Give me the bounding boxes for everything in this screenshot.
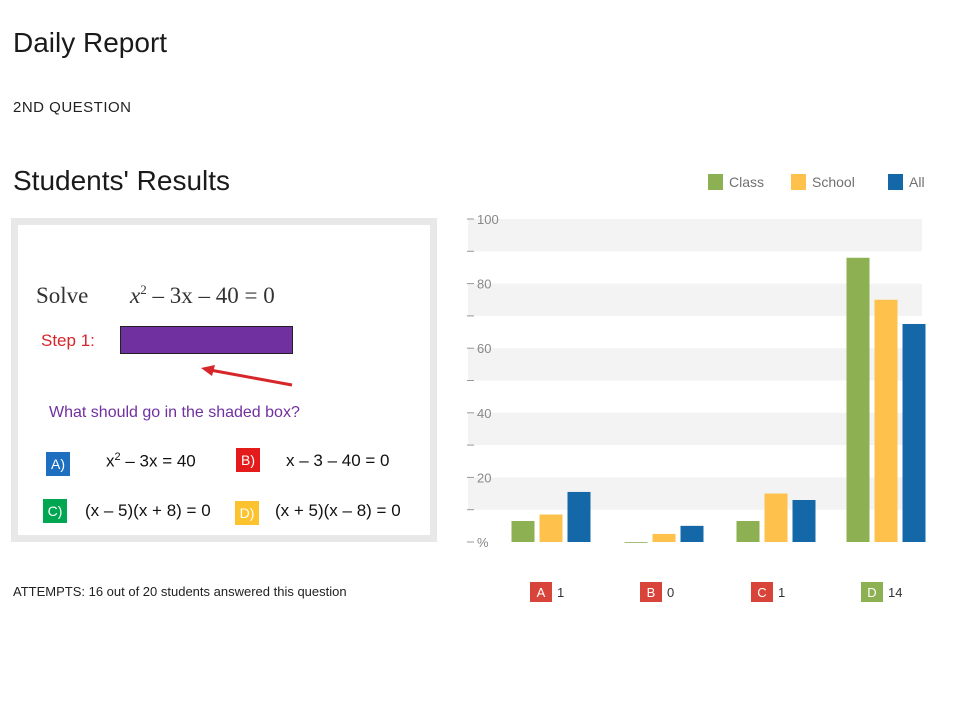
y-tick-label: %: [477, 535, 489, 550]
red-arrow-icon: [201, 365, 293, 387]
answer-tag-letter: B: [640, 582, 662, 602]
bar-class-a[interactable]: [511, 521, 535, 542]
option-d-badge: D): [235, 501, 259, 525]
option-a-badge: A): [46, 452, 70, 476]
option-a-exponent: 2: [114, 451, 121, 463]
answer-tag-letter: C: [751, 582, 773, 602]
y-tick-label: 80: [477, 277, 491, 292]
report-title: Daily Report: [13, 27, 168, 58]
solve-label: Solve: [36, 283, 89, 308]
section-title: Students' Results: [13, 165, 231, 196]
bar-all-b[interactable]: [680, 525, 704, 542]
shaded-box: [120, 326, 293, 354]
grid-band: [468, 412, 922, 446]
legend-label-class: Class: [729, 174, 765, 190]
grid-band: [468, 477, 922, 510]
y-tick-label: 100: [477, 212, 499, 227]
grid-band: [468, 283, 922, 316]
answer-tag-count: 1: [778, 584, 786, 600]
legend-item-class[interactable]: Class: [708, 174, 764, 190]
bar-school-b[interactable]: [652, 533, 676, 542]
option-a-text-b: – 3x = 40: [120, 451, 196, 471]
option-a-text: x2 – 3x = 40: [106, 451, 196, 472]
grid-band: [468, 219, 922, 252]
option-d-text: (x + 5)(x – 8) = 0: [275, 501, 401, 520]
answer-tag-letter: D: [861, 582, 883, 602]
option-b-text: x – 3 – 40 = 0: [286, 451, 390, 470]
question-image: Solve x2 – 3x – 40 = 0 Step 1: What shou…: [18, 225, 430, 535]
bar-school-c[interactable]: [764, 493, 788, 542]
attempts-text: ATTEMPTS: 16 out of 20 students answered…: [13, 584, 347, 599]
question-card: Solve x2 – 3x – 40 = 0 Step 1: What shou…: [11, 218, 437, 542]
question-prompt: What should go in the shaded box?: [49, 404, 300, 421]
equation: x2 – 3x – 40 = 0: [130, 282, 275, 309]
option-c-text: (x – 5)(x + 8) = 0: [85, 501, 211, 520]
y-tick-label: 20: [477, 470, 491, 485]
legend-swatch-class: [708, 174, 723, 190]
step-label: Step 1:: [41, 331, 95, 350]
bar-class-b[interactable]: [624, 542, 648, 543]
answer-tag-d[interactable]: D 14: [861, 582, 902, 602]
equation-rest: – 3x – 40 = 0: [146, 283, 275, 308]
bar-class-d[interactable]: [846, 257, 870, 542]
y-tick-label: 60: [477, 341, 491, 356]
answer-tag-letter: A: [530, 582, 552, 602]
legend-swatch-all: [888, 174, 903, 190]
y-tick-label: 40: [477, 406, 491, 421]
legend-label-school: School: [812, 174, 855, 190]
legend-label-all: All: [909, 174, 925, 190]
legend-swatch-school: [791, 174, 806, 190]
results-bar-chart: 100 80 60 40 20%: [467, 212, 926, 550]
answer-tag-count: 1: [557, 584, 565, 600]
report-subtitle: 2ND QUESTION: [13, 99, 132, 116]
bar-all-a[interactable]: [567, 491, 591, 542]
legend-item-all[interactable]: All: [888, 174, 925, 190]
bar-school-d[interactable]: [874, 299, 898, 542]
option-b-badge: B): [236, 448, 260, 472]
bar-school-a[interactable]: [539, 514, 563, 542]
bar-class-c[interactable]: [736, 521, 760, 542]
bar-all-c[interactable]: [792, 500, 816, 542]
grid-band: [468, 348, 922, 381]
option-c-badge: C): [43, 499, 67, 523]
option-a-text-a: x: [106, 451, 115, 471]
equation-exponent: 2: [140, 282, 147, 297]
answer-tag-count: 14: [888, 584, 903, 600]
bar-all-d[interactable]: [902, 323, 926, 542]
equation-var: x: [130, 283, 141, 308]
legend-item-school[interactable]: School: [791, 174, 855, 190]
answer-tag-count: 0: [667, 584, 675, 600]
